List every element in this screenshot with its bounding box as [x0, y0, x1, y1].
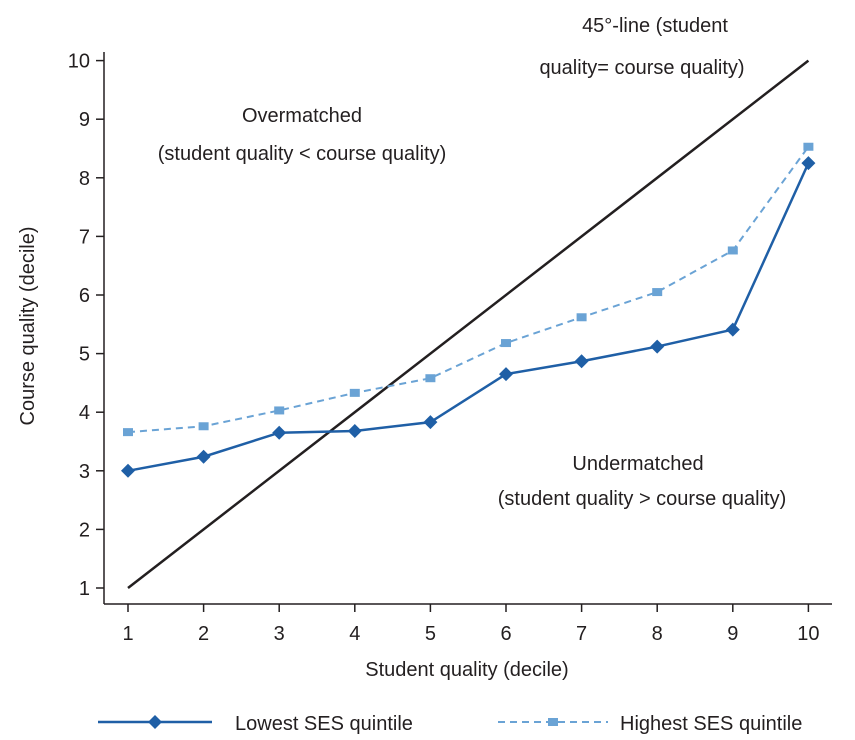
y-tick-label: 6 — [79, 285, 90, 307]
annotation-overmatched-2: (student quality < course quality) — [158, 143, 447, 165]
data-point-marker — [574, 354, 589, 369]
y-tick-label: 5 — [79, 344, 90, 366]
data-point-marker — [274, 406, 285, 415]
data-point-marker — [121, 463, 135, 478]
x-tick-label: 10 — [797, 623, 819, 645]
y-tick-label: 7 — [79, 226, 90, 248]
data-point-marker — [123, 428, 133, 437]
data-point-marker — [347, 423, 362, 438]
data-point-marker — [196, 449, 211, 464]
data-point-marker — [725, 322, 740, 337]
series-line — [127, 162, 810, 473]
y-tick-label: 8 — [79, 168, 90, 190]
legend-item-lowest-ses — [98, 715, 212, 729]
legend-item-highest-ses — [498, 718, 608, 726]
y-tick-label: 2 — [79, 519, 90, 541]
data-point-marker — [272, 425, 287, 440]
series-layer — [121, 142, 816, 478]
annotation-undermatched-1: Undermatched — [572, 453, 703, 475]
legend-swatch-marker — [548, 718, 558, 726]
y-axis-title: Course quality (decile) — [17, 227, 39, 426]
x-tick-label: 3 — [274, 623, 285, 645]
data-point-marker — [576, 313, 587, 322]
x-tick-label: 1 — [122, 623, 133, 645]
reference-line-layer — [127, 59, 810, 589]
x-tick-label: 5 — [425, 623, 436, 645]
legend-label-highest-ses: Highest SES quintile — [620, 713, 802, 735]
x-tick-label: 7 — [576, 623, 587, 645]
legend-swatch-marker — [148, 715, 162, 729]
data-point-marker — [349, 388, 360, 397]
data-point-marker — [198, 422, 209, 431]
data-point-marker — [727, 246, 738, 255]
data-point-marker — [803, 142, 814, 151]
data-point-marker — [501, 339, 511, 348]
series-highest-ses — [123, 142, 814, 437]
x-tick-label: 2 — [198, 623, 209, 645]
data-point-marker — [423, 415, 438, 430]
x-tick-label: 4 — [349, 623, 360, 645]
y-tick-label: 3 — [79, 461, 90, 483]
x-tick-label: 6 — [500, 623, 511, 645]
x-axis-title: Student quality (decile) — [365, 659, 568, 681]
data-point-marker — [652, 288, 663, 297]
y-tick-label: 10 — [68, 51, 90, 73]
axes: 1 2 3 4 5 6 7 8 9 10 1 2 3 4 5 6 7 8 9 10 — [68, 51, 832, 645]
y-tick-label: 9 — [79, 109, 90, 131]
data-point-marker — [801, 156, 816, 171]
series-line — [127, 146, 810, 434]
y-tick-label: 1 — [79, 578, 90, 600]
annotation-overmatched-1: Overmatched — [242, 105, 362, 127]
data-point-marker — [650, 339, 665, 354]
annotation-undermatched-2: (student quality > course quality) — [498, 488, 787, 510]
x-tick-label: 8 — [652, 623, 663, 645]
reference-45-degree-line — [127, 59, 810, 589]
data-point-marker — [425, 374, 436, 383]
x-tick-label: 9 — [727, 623, 738, 645]
y-tick-label: 4 — [79, 402, 90, 424]
legend: Lowest SES quintile Highest SES quintile — [98, 713, 802, 735]
annotation-diagonal-line-2: quality= course quality) — [539, 57, 744, 79]
series-lowest-ses — [121, 156, 816, 478]
data-point-marker — [499, 367, 513, 382]
legend-label-lowest-ses: Lowest SES quintile — [235, 713, 413, 735]
annotation-diagonal-line-1: 45°-line (student — [582, 15, 728, 37]
